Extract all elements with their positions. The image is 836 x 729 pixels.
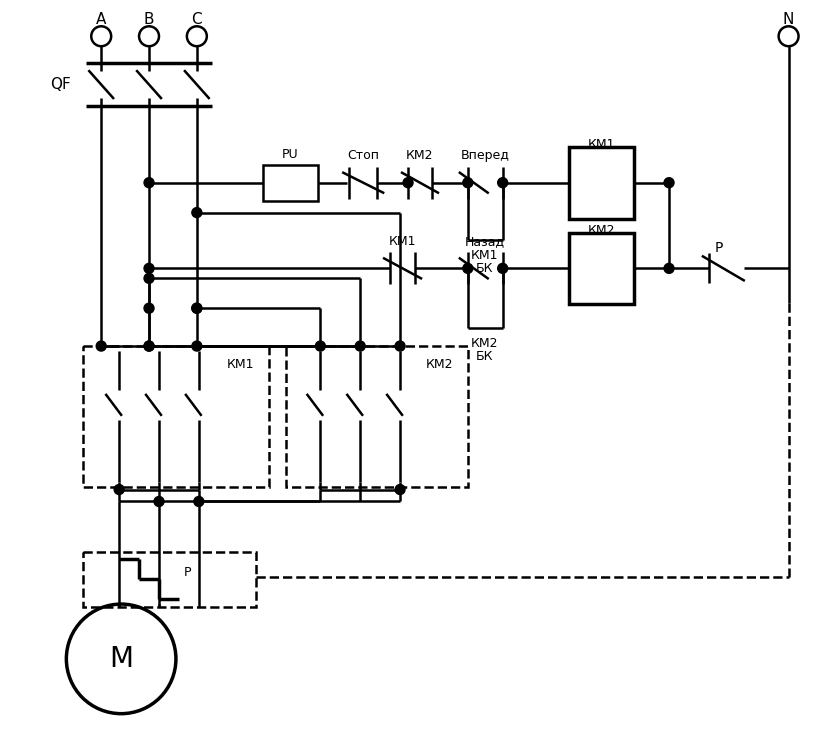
Text: КМ1: КМ1 <box>227 357 254 370</box>
Circle shape <box>192 208 201 217</box>
Circle shape <box>115 485 124 494</box>
Bar <box>84 553 256 607</box>
Circle shape <box>463 263 473 273</box>
Bar <box>263 165 319 200</box>
Circle shape <box>144 341 154 351</box>
Circle shape <box>144 263 154 273</box>
Circle shape <box>463 178 473 187</box>
Circle shape <box>315 341 325 351</box>
Bar <box>569 233 635 304</box>
Text: Назад: Назад <box>465 235 505 248</box>
Text: КМ2: КМ2 <box>406 149 434 163</box>
Circle shape <box>664 263 674 273</box>
Circle shape <box>395 485 405 494</box>
Text: В: В <box>144 12 155 27</box>
Text: PU: PU <box>283 148 298 161</box>
Text: КМ1: КМ1 <box>471 249 498 262</box>
Circle shape <box>144 178 154 187</box>
Circle shape <box>96 341 106 351</box>
Text: БК: БК <box>476 349 493 362</box>
Circle shape <box>192 303 201 313</box>
Circle shape <box>192 303 201 313</box>
Circle shape <box>144 341 154 351</box>
Circle shape <box>194 496 204 507</box>
Bar <box>84 346 268 486</box>
Text: М: М <box>110 645 133 673</box>
Text: БК: БК <box>476 262 493 275</box>
Text: КМ1: КМ1 <box>588 139 615 152</box>
Text: КМ1: КМ1 <box>388 235 415 248</box>
Circle shape <box>355 341 365 351</box>
Text: Р: Р <box>184 566 191 579</box>
Circle shape <box>144 303 154 313</box>
Circle shape <box>403 178 413 187</box>
Text: КМ2: КМ2 <box>426 357 454 370</box>
Text: Вперед: Вперед <box>461 149 509 163</box>
Text: QF: QF <box>50 77 71 92</box>
Circle shape <box>144 273 154 284</box>
Text: КМ2: КМ2 <box>471 337 498 350</box>
Circle shape <box>664 178 674 187</box>
Text: С: С <box>191 12 202 27</box>
Text: Стоп: Стоп <box>347 149 380 163</box>
Text: Р: Р <box>715 241 723 255</box>
Bar <box>286 346 468 486</box>
Circle shape <box>497 178 507 187</box>
Bar <box>569 147 635 219</box>
Circle shape <box>154 496 164 507</box>
Text: КМ2: КМ2 <box>588 224 615 237</box>
Circle shape <box>497 263 507 273</box>
Text: N: N <box>782 12 794 27</box>
Circle shape <box>192 341 201 351</box>
Circle shape <box>395 341 405 351</box>
Text: A: A <box>96 12 106 27</box>
